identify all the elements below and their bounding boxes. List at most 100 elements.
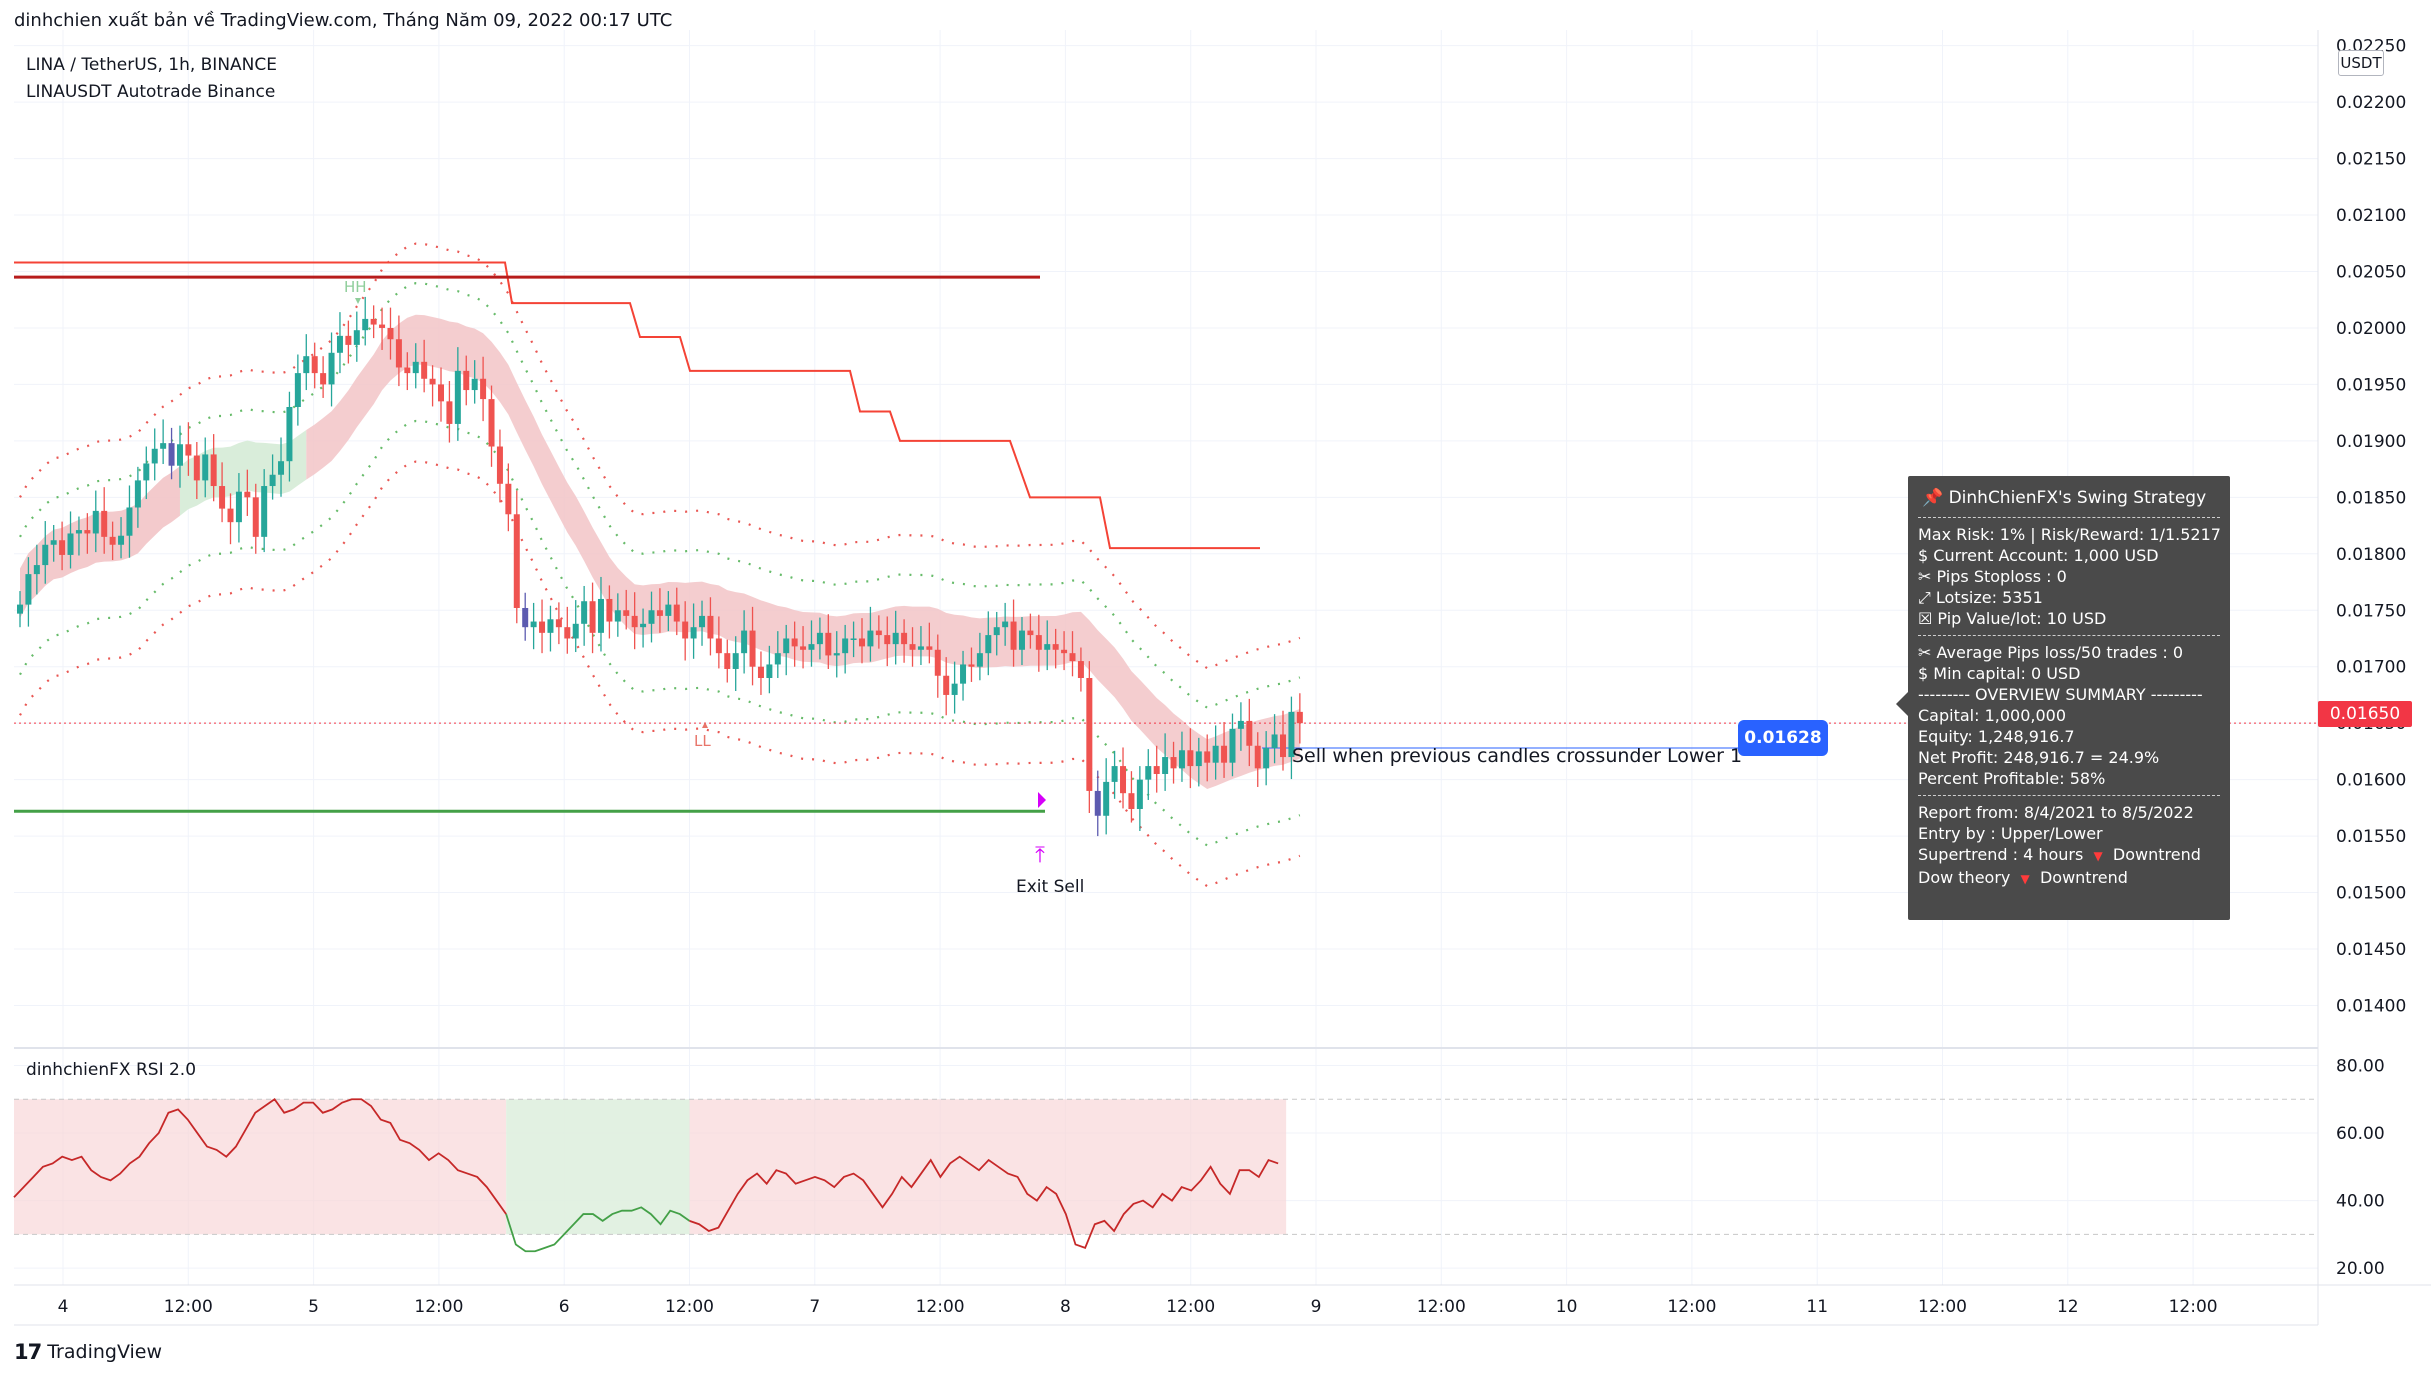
candle-body — [109, 536, 116, 545]
panel-line: Max Risk: 1% | Risk/Reward: 1/1.5217 — [1918, 525, 2221, 544]
price-tick-label: 0.01700 — [2336, 658, 2406, 678]
cloud-green — [179, 429, 307, 516]
candle-body — [623, 610, 630, 616]
candle-body — [379, 324, 386, 328]
dow-line: Dow theory ▼ Downtrend — [1908, 867, 2230, 890]
sell-annotation: Sell when previous candles crossunder Lo… — [1292, 745, 1743, 767]
candle-body — [1136, 779, 1143, 809]
candle-body — [488, 399, 495, 447]
candle-body — [589, 601, 596, 633]
candle-body — [210, 454, 217, 487]
candle-body — [934, 649, 941, 676]
supertrend-value: Downtrend — [2112, 845, 2201, 864]
supertrend-line: Supertrend : 4 hours ▼ Downtrend — [1908, 844, 2230, 867]
candle-body — [412, 361, 419, 374]
time-tick-label: 12:00 — [414, 1297, 463, 1317]
candle-body — [143, 463, 150, 481]
candle-body — [1271, 734, 1278, 749]
price-tick-label: 0.02100 — [2336, 206, 2406, 226]
candle-body — [875, 630, 882, 636]
candle-body — [269, 474, 276, 487]
candle-body — [1212, 745, 1219, 763]
dow-value: Downtrend — [2039, 868, 2128, 887]
panel-line: Net Profit: 248,916.7 = 24.9% — [1918, 748, 2160, 767]
candle-body — [1237, 720, 1244, 729]
candle-body — [715, 638, 722, 654]
candle-body — [1077, 661, 1084, 679]
currency-badge[interactable]: USDT — [2338, 50, 2384, 76]
price-tick-label: 0.01450 — [2336, 940, 2406, 960]
trailing-stop-line — [14, 261, 1260, 550]
panel-title-text: DinhChienFX's Swing Strategy — [1948, 488, 2207, 508]
candle-body — [842, 638, 849, 654]
axes: 0.022500.022000.021500.021000.020500.020… — [14, 30, 2431, 1326]
candle-body — [1288, 711, 1295, 758]
candle-body — [362, 318, 369, 331]
price-tick-label: 0.01600 — [2336, 771, 2406, 791]
candle-body — [564, 627, 571, 639]
candle-body — [1035, 635, 1042, 650]
candle-body — [555, 619, 562, 628]
candle-body — [572, 623, 579, 639]
rsi-tick-label: 60.00 — [2336, 1124, 2385, 1144]
last-price-tag: 0.01650 — [2318, 701, 2412, 727]
candle-body — [1086, 678, 1093, 791]
time-tick-label: 5 — [308, 1297, 319, 1317]
candle-body — [286, 406, 293, 462]
rsi-legend[interactable]: dinhchienFX RSI 2.0 — [26, 1060, 197, 1080]
candle-body — [800, 646, 807, 650]
cloud-red-early — [20, 466, 180, 619]
candle-body — [101, 510, 108, 537]
candle-body — [522, 607, 529, 628]
time-tick-label: 10 — [1556, 1297, 1578, 1317]
tv-brand: TradingView — [47, 1341, 163, 1363]
symbol-legend[interactable]: LINA / TetherUS, 1h, BINANCE — [26, 55, 277, 75]
candle-body — [118, 535, 125, 545]
candle-body — [581, 601, 588, 624]
candle-body — [1254, 745, 1261, 769]
rsi-tick-label: 40.00 — [2336, 1192, 2385, 1212]
strategy-legend[interactable]: LINAUSDT Autotrade Binance — [26, 82, 276, 102]
candle-body — [1187, 750, 1194, 767]
price-tick-label: 0.01950 — [2336, 375, 2406, 395]
candle-body — [463, 370, 470, 391]
candle-body — [160, 443, 167, 449]
candle-body — [328, 352, 335, 385]
candle-body — [951, 683, 958, 695]
candle-body — [640, 623, 647, 628]
candle-body — [926, 646, 933, 650]
candle-body — [193, 455, 200, 481]
candle-body — [1002, 621, 1009, 628]
candle-body — [244, 491, 251, 498]
time-tick-label: 9 — [1311, 1297, 1322, 1317]
time-tick-label: 4 — [58, 1297, 69, 1317]
candle-body — [1195, 751, 1202, 767]
candle-body — [345, 335, 352, 345]
panel-line: ✂ Average Pips loss/50 trades : 0 — [1918, 643, 2184, 662]
panel-line: $ Current Account: 1,000 USD — [1918, 546, 2159, 565]
price-tick-label: 0.01550 — [2336, 827, 2406, 847]
candle-body — [1061, 649, 1068, 654]
candle-body — [732, 653, 739, 669]
time-tick-label: 12:00 — [1667, 1297, 1716, 1317]
time-tick-label: 12:00 — [2169, 1297, 2218, 1317]
price-tick-label: 0.01850 — [2336, 488, 2406, 508]
candle-body — [1153, 766, 1160, 774]
panel-divider — [1918, 517, 2220, 518]
time-tick-label: 12 — [2057, 1297, 2079, 1317]
tradingview-logo[interactable]: 17 TradingView — [14, 1340, 162, 1364]
rsi-zone-red — [14, 1099, 507, 1235]
candle-body — [825, 632, 832, 656]
panel-line: Entry by : Upper/Lower — [1918, 824, 2103, 843]
panel-divider — [1918, 635, 2220, 636]
candle-body — [724, 653, 731, 669]
exit-sell-annotation: Exit Sell — [1016, 877, 1085, 897]
candle-body — [606, 598, 613, 622]
candle-body — [993, 627, 1000, 636]
rsi-series-line — [505, 1206, 691, 1253]
price-tick-label: 0.01400 — [2336, 996, 2406, 1016]
candle-body — [976, 653, 983, 667]
candle-body — [59, 540, 66, 555]
candle-body — [294, 373, 301, 407]
